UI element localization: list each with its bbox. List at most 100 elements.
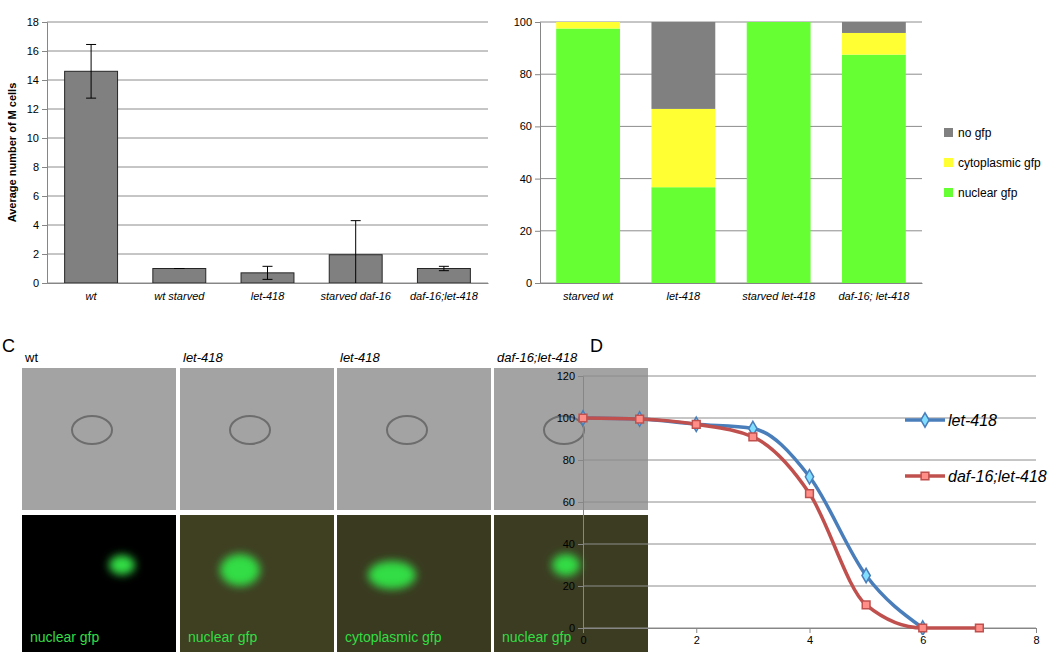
image-panel: Cwtnuclear gfplet-418nuclear gfplet-418c… (2, 336, 648, 652)
tick-label: 8 (33, 161, 39, 173)
x-tick: let-418 (251, 283, 286, 302)
tick-mark (535, 74, 540, 75)
plot-area (556, 22, 906, 283)
tick-mark (42, 167, 47, 168)
bar (153, 269, 206, 284)
tick-label: 4 (33, 219, 39, 231)
tick-mark (42, 225, 47, 226)
grid-line (583, 460, 1036, 461)
tick-label: 12 (27, 103, 39, 115)
tick-mark (42, 283, 47, 284)
image-title: daf-16;let-418 (497, 350, 578, 365)
marker (976, 624, 984, 632)
tick-mark (42, 109, 47, 110)
image-title: let-418 (183, 350, 224, 365)
tick-mark (578, 460, 583, 461)
tick-label: 100 (557, 412, 575, 424)
marker (749, 433, 757, 441)
bar-segment (556, 29, 620, 283)
grid-line (583, 376, 1036, 377)
legend-label: no gfp (958, 126, 992, 140)
legend-swatch (944, 188, 953, 197)
grid-line (583, 502, 1036, 503)
fluorescence-image (494, 515, 648, 652)
grid (540, 22, 922, 283)
y-tick: 80 (520, 68, 540, 80)
bar (417, 269, 470, 284)
y-tick: 6 (33, 190, 47, 202)
image-caption: nuclear gfp (30, 629, 99, 645)
marker (862, 568, 870, 582)
bar-segment (651, 22, 715, 109)
tick-label: 80 (563, 454, 575, 466)
y-tick: 16 (27, 45, 47, 57)
tick-mark (1036, 628, 1037, 633)
dic-image (180, 368, 334, 510)
error-cap (439, 270, 449, 271)
grid-line (47, 22, 488, 23)
tick-label: 0 (569, 622, 575, 634)
marker (692, 417, 700, 431)
legend-marker (921, 413, 929, 427)
y-tick: 20 (520, 225, 540, 237)
marker (805, 470, 813, 484)
image-title: wt (24, 350, 38, 365)
panel-label: D (590, 336, 603, 356)
y-axis: 020406080100 (514, 16, 541, 289)
y-tick: 60 (563, 496, 583, 508)
tick-mark (583, 628, 584, 633)
gfp-signal (368, 561, 416, 589)
tick-label: 8 (1033, 634, 1039, 646)
tick-mark (578, 502, 583, 503)
x-tick: starved let-418 (742, 283, 816, 302)
y-tick: 14 (27, 74, 47, 86)
error-cap (263, 279, 273, 280)
tick-label: 60 (520, 120, 532, 132)
error-stem (267, 266, 268, 279)
y-tick: 40 (520, 173, 540, 185)
bar-segment (747, 22, 811, 23)
y-axis: 020406080100120 (557, 370, 584, 634)
y-tick: 60 (520, 120, 540, 132)
error-cap (86, 98, 96, 99)
y-axis-line (535, 23, 541, 284)
tick-label: 100 (514, 16, 532, 28)
tick-label: 10 (27, 132, 39, 144)
error-cap (263, 266, 273, 267)
legend-label: daf-16;let-418 (948, 468, 1047, 485)
dic-image (337, 368, 491, 510)
series-line (583, 418, 979, 628)
tick-label: let-418 (667, 290, 702, 302)
tick-label: 0 (580, 634, 586, 646)
y-tick: 120 (557, 370, 583, 382)
marker (579, 411, 587, 425)
legend-swatch (944, 158, 953, 167)
error-bar (86, 44, 96, 98)
y-tick: 4 (33, 219, 47, 231)
tick-mark (578, 376, 583, 377)
legend-marker (921, 472, 929, 480)
error-stem (443, 266, 444, 270)
tick-mark (42, 254, 47, 255)
grid-line (47, 51, 488, 52)
x-tick: wt (86, 283, 98, 302)
tick-mark (578, 628, 583, 629)
tick-mark (810, 628, 811, 633)
chart-a: 024681012141618wtwt starvedlet-418starve… (6, 16, 489, 302)
legend-label: cytoplasmic gfp (958, 156, 1041, 170)
marker (919, 621, 927, 635)
bar-segment (747, 22, 811, 283)
x-tick: 0 (580, 628, 586, 646)
y-tick: 20 (563, 580, 583, 592)
chart-b: 020406080100starved wtlet-418starved let… (514, 16, 1041, 302)
gfp-signal (552, 554, 580, 576)
plot-area (65, 44, 471, 283)
legend-label: nuclear gfp (958, 186, 1018, 200)
bar (65, 71, 118, 283)
x-axis: starved wtlet-418starved let-418daf-16; … (541, 283, 923, 302)
marker (635, 412, 643, 426)
bar-segment (651, 109, 715, 187)
image-caption: nuclear gfp (188, 629, 257, 645)
marker (692, 420, 700, 428)
bar-segment (556, 22, 620, 29)
